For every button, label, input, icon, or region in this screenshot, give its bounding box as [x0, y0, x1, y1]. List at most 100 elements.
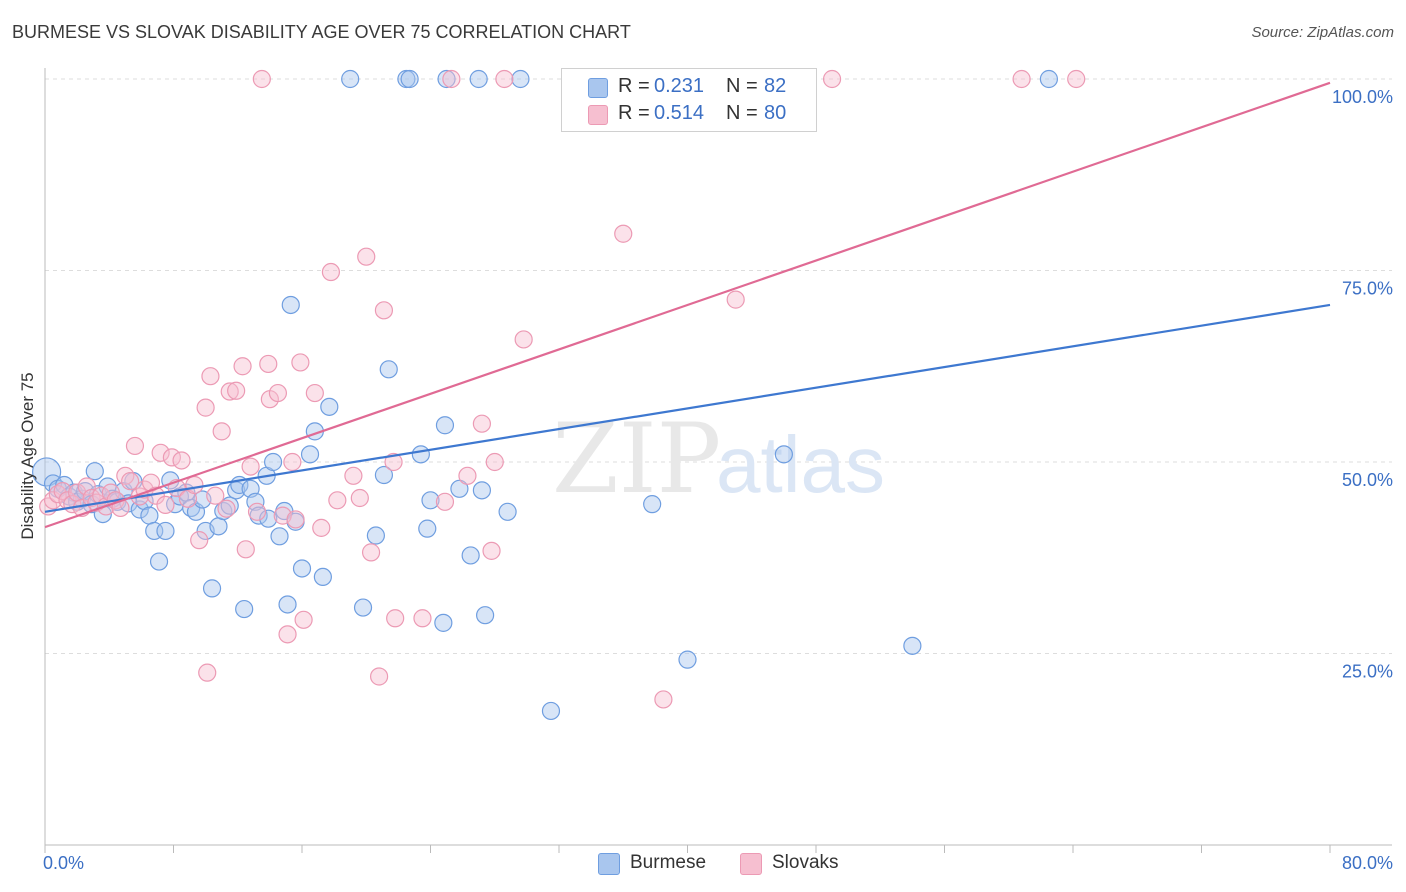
- burmese-point-54: [313, 567, 332, 587]
- slovaks-point-58: [350, 488, 369, 508]
- slovaks-point-16: [116, 466, 135, 485]
- slovaks-point-17: [121, 472, 140, 491]
- burmese-point-59: [374, 465, 394, 485]
- slovaks-point-66: [435, 492, 455, 511]
- slovaks-point-3: [53, 482, 72, 501]
- burmese-point-71: [469, 69, 488, 89]
- slovaks-point-40: [236, 540, 255, 559]
- slovaks-n-key: N =: [726, 102, 758, 124]
- slovaks-point-44: [259, 354, 278, 374]
- slovaks-point-57: [344, 466, 363, 485]
- slovaks-point-42: [247, 502, 267, 521]
- slovaks-point-64: [386, 609, 405, 628]
- slovaks-point-76: [726, 290, 745, 309]
- burmese-point-64: [418, 519, 437, 538]
- burmese-r-key: R =: [618, 75, 650, 97]
- slovaks-n-value: 80: [764, 102, 787, 124]
- burmese-r-value: 0.231: [654, 75, 705, 97]
- slovaks-point-35: [212, 422, 231, 441]
- burmese-point-45: [263, 452, 283, 472]
- burmese-point-46: [270, 527, 289, 546]
- slovaks-point-75: [654, 690, 673, 709]
- y-axis-label: Disability Age Over 75: [18, 372, 37, 539]
- slovaks-points: [39, 69, 1086, 709]
- burmese-legend-label: Burmese: [630, 852, 707, 873]
- burmese-point-36: [220, 496, 239, 515]
- x-tick-label-0: 0.0%: [43, 853, 84, 873]
- slovaks-point-54: [312, 518, 331, 537]
- slovaks-point-43: [252, 69, 271, 89]
- y-tick-label-25: 25.0%: [1342, 662, 1393, 682]
- burmese-point-33: [202, 579, 222, 598]
- burmese-point-66: [434, 613, 453, 632]
- burmese-point-67: [435, 416, 455, 435]
- slovaks-point-27: [172, 451, 191, 470]
- burmese-point-39: [235, 599, 254, 619]
- burmese-point-69: [450, 479, 469, 498]
- legend-top: R = 0.231 N = 82 R = 0.514 N = 80: [561, 68, 817, 132]
- slovaks-point-36: [217, 499, 236, 518]
- burmese-point-23: [149, 552, 169, 571]
- burmese-legend-swatch: [598, 853, 620, 875]
- slovaks-point-60: [361, 543, 381, 562]
- burmese-point-75: [511, 69, 530, 89]
- slovaks-point-31: [196, 398, 215, 417]
- burmese-point-51: [292, 559, 312, 578]
- slovaks-point-69: [472, 414, 491, 433]
- source-label: Source: ZipAtlas.com: [1251, 24, 1394, 41]
- burmese-point-76: [541, 701, 561, 721]
- burmese-point-58: [366, 526, 385, 545]
- slovaks-point-59: [357, 247, 376, 266]
- slovaks-point-30: [190, 531, 209, 550]
- slovaks-point-32: [198, 663, 217, 682]
- burmese-point-81: [1039, 69, 1059, 89]
- y-tick-label-75: 75.0%: [1342, 279, 1393, 299]
- watermark: ZIP atlas: [552, 403, 885, 515]
- burmese-point-62: [400, 69, 419, 89]
- slovaks-point-8: [77, 477, 96, 496]
- slovaks-point-71: [485, 452, 504, 472]
- burmese-n-key: N =: [726, 75, 758, 97]
- watermark-zip: ZIP: [552, 403, 721, 515]
- slovaks-point-52: [294, 610, 313, 629]
- slovaks-point-79: [1067, 69, 1086, 89]
- slovaks-point-55: [321, 262, 341, 282]
- watermark-atlas: atlas: [716, 420, 885, 509]
- slovaks-point-49: [283, 452, 302, 472]
- slovaks-point-56: [328, 491, 347, 510]
- y-tick-label-100: 100.0%: [1332, 87, 1393, 107]
- burmese-point-77: [643, 495, 662, 514]
- slovaks-point-62: [374, 301, 394, 320]
- slovaks-point-37: [220, 382, 239, 401]
- burmese-point-19: [130, 500, 149, 519]
- slovaks-point-70: [482, 541, 501, 560]
- burmese-point-10: [85, 462, 104, 481]
- slovaks-point-51: [291, 353, 310, 372]
- burmese-point-44: [259, 509, 278, 528]
- slovaks-point-2: [48, 485, 67, 504]
- slovaks-legend-swatch: [740, 853, 762, 875]
- burmese-point-68: [437, 69, 456, 89]
- tick-labels: 25.0% 50.0% 75.0% 100.0% 0.0% 80.0%: [43, 87, 1393, 873]
- slovaks-point-38: [227, 381, 246, 400]
- slovaks-point-50: [286, 510, 305, 529]
- burmese-point-0: [32, 457, 62, 487]
- burmese-point-21: [140, 506, 159, 525]
- burmese-point-55: [320, 397, 339, 416]
- slovaks-point-65: [413, 609, 432, 628]
- burmese-points: [32, 69, 1059, 721]
- burmese-point-49: [281, 295, 300, 315]
- burmese-point-48: [278, 595, 297, 614]
- slovaks-point-39: [233, 357, 252, 376]
- burmese-point-79: [774, 445, 793, 464]
- burmese-point-52: [300, 445, 320, 464]
- slovaks-point-61: [370, 667, 389, 686]
- slovaks-point-73: [514, 330, 533, 349]
- slovaks-legend-label: Slovaks: [772, 852, 839, 873]
- burmese-point-65: [421, 491, 440, 510]
- burmese-trend-line: [44, 303, 1331, 513]
- legend-bottom: Burmese Slovaks: [0, 852, 1406, 876]
- slovaks-r-value: 0.514: [654, 102, 705, 124]
- slovaks-point-53: [305, 383, 324, 403]
